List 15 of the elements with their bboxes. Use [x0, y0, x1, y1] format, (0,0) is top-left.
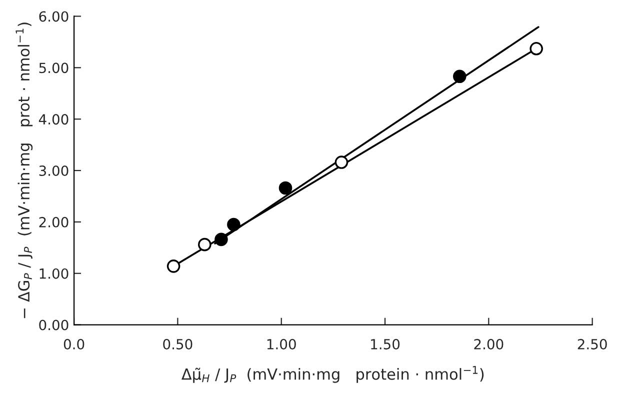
y-tick-label: 6.00 — [39, 11, 68, 22]
x-axis-title: Δμ̃$_{H}$ / J$_{P}$ (mV·min·mg protein · nmol$^{−1}$) — [182, 366, 484, 383]
y-tick-label: 5.00 — [39, 62, 68, 74]
x-tick-label: 1.00 — [267, 338, 296, 350]
y-tick-label: 4.00 — [38, 114, 68, 125]
y-tick-label: 1.00 — [40, 268, 68, 279]
y-axis-title: − ΔG$_{P}$ / J$_{P}$ (mV·min·mg prot · nmol$^{−1}$) — [16, 22, 33, 318]
y-tick-label: 3.00 — [39, 165, 68, 176]
y-tick-label: 0.00 — [39, 320, 68, 330]
x-tick-label: 1.50 — [371, 338, 400, 350]
x-tick-label: 2.50 — [578, 338, 607, 350]
x-tick-label: 0.50 — [163, 338, 192, 350]
x-tick-label: 2.00 — [474, 338, 504, 350]
x-tick-label: 0.0 — [64, 338, 84, 350]
y-tick-label: 2.00 — [39, 216, 68, 228]
